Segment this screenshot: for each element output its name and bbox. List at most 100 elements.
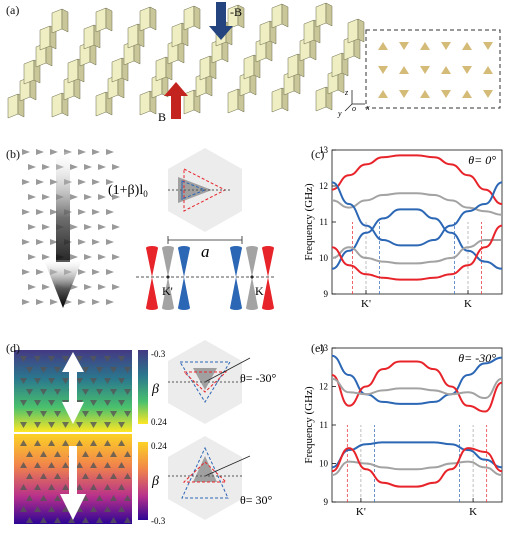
inset-triangle (378, 66, 388, 74)
map-triangle-bottom (68, 517, 75, 523)
colorbar-top-max: -0.3 (151, 349, 166, 359)
map-triangle-top (48, 356, 55, 362)
shrunk-triangle-outline (181, 180, 207, 200)
map-triangle-top (40, 411, 47, 417)
colorbar-bottom-max: 0.24 (151, 441, 167, 451)
lattice-triangle (92, 299, 100, 305)
map-triangle-bottom (104, 462, 111, 468)
lattice-triangle (78, 179, 86, 185)
map-triangle-top (48, 422, 55, 428)
valley-k-label: K (255, 284, 264, 298)
lattice-triangle (84, 224, 92, 230)
lattice-triangle (22, 149, 30, 155)
lattice-triangle (98, 164, 106, 170)
y-tick-label: 11 (319, 420, 328, 430)
inset-triangle (462, 66, 472, 74)
lattice-triangle (36, 269, 44, 275)
map-triangle-top (54, 389, 61, 395)
prism (243, 54, 255, 80)
lattice-triangle (78, 209, 86, 215)
white-arrow-top (62, 352, 84, 424)
cone-kp-blue-upper (178, 248, 190, 277)
lattice-triangle (78, 299, 86, 305)
map-triangle-bottom (34, 506, 41, 512)
map-triangle-bottom (76, 440, 83, 446)
plot-frame (331, 347, 503, 503)
triangle-rot-30 (193, 456, 217, 482)
prism (155, 56, 167, 82)
axis-x-label: x (365, 103, 370, 112)
prism (271, 87, 283, 113)
map-triangle-bottom (48, 506, 55, 512)
lattice-triangle (92, 149, 100, 155)
map-triangle-bottom (20, 484, 27, 490)
lattice-triangle (106, 179, 114, 185)
map-triangle-top (104, 400, 111, 406)
lattice-triangle (106, 209, 114, 215)
field-up-arrow (164, 82, 188, 119)
lattice-triangle (98, 254, 106, 260)
chart-title: θ= -30° (458, 351, 496, 365)
map-triangle-bottom (82, 517, 89, 523)
triangle-scatterer (178, 177, 212, 203)
y-tick-label: 12 (319, 181, 328, 191)
lattice-triangle (98, 284, 106, 290)
band-blue-3 (331, 441, 503, 469)
inset-triangle (420, 42, 430, 50)
map-triangle-bottom (90, 506, 97, 512)
map-triangle-top (96, 367, 103, 373)
prism (23, 59, 35, 85)
band-red-1 (331, 360, 503, 413)
prism (183, 5, 195, 31)
colorbar-bottom-symbol: β (151, 474, 159, 489)
lattice-triangle (70, 164, 78, 170)
map-triangle-top (62, 378, 69, 384)
lattice-triangle (92, 239, 100, 245)
inset-triangle (462, 42, 472, 50)
map-triangle-bottom (118, 440, 125, 446)
lattice-triangle (70, 224, 78, 230)
map-triangle-bottom (54, 495, 61, 501)
map-triangle-bottom (62, 506, 69, 512)
map-triangle-bottom (104, 484, 111, 490)
map-triangle-top (124, 389, 131, 395)
gradient-arrow (44, 152, 82, 308)
lattice-triangle (36, 239, 44, 245)
map-triangle-top (34, 400, 41, 406)
map-triangle-top (118, 378, 125, 384)
map-triangle-bottom (40, 473, 47, 479)
inset-triangle (483, 90, 493, 98)
lattice-triangle (28, 284, 36, 290)
axis-o-label: o (352, 104, 356, 113)
map-triangle-bottom (54, 517, 61, 523)
band-blue-3 (331, 208, 503, 270)
map-triangle-top (34, 378, 41, 384)
map-triangle-top (34, 356, 41, 362)
colorbar-top-min: 0.24 (151, 417, 167, 427)
axis-y-label: y (337, 109, 342, 118)
lattice-triangle (22, 269, 30, 275)
lattice-triangle (112, 194, 120, 200)
prism (139, 6, 151, 32)
prism (7, 93, 19, 119)
map-triangle-bottom (124, 495, 131, 501)
map-triangle-top (90, 400, 97, 406)
map-triangle-top (104, 422, 111, 428)
panel-b: (b) (1+β)l0 a K' K (0, 140, 300, 320)
lattice-triangle (78, 239, 86, 245)
axis-z-label: z (344, 88, 349, 97)
inset-triangle (483, 42, 493, 50)
inset-triangle (378, 42, 388, 50)
x-tick-label: K (464, 298, 472, 310)
map-triangle-top (40, 367, 47, 373)
y-tick-label: 11 (319, 217, 328, 227)
inset-triangle (399, 66, 409, 74)
map-triangle-bottom (40, 451, 47, 457)
lattice-triangle (50, 179, 58, 185)
map-triangle-top (26, 367, 33, 373)
triangle-rot-neg30 (193, 368, 217, 390)
band-chart-c: 9 10 11 12 13 Frequency (GHz) θ= 0° K' K (303, 145, 503, 310)
colorbar-bottom (138, 442, 148, 520)
inset-triangle (420, 66, 430, 74)
cone-kp-blue-lower (178, 277, 190, 308)
